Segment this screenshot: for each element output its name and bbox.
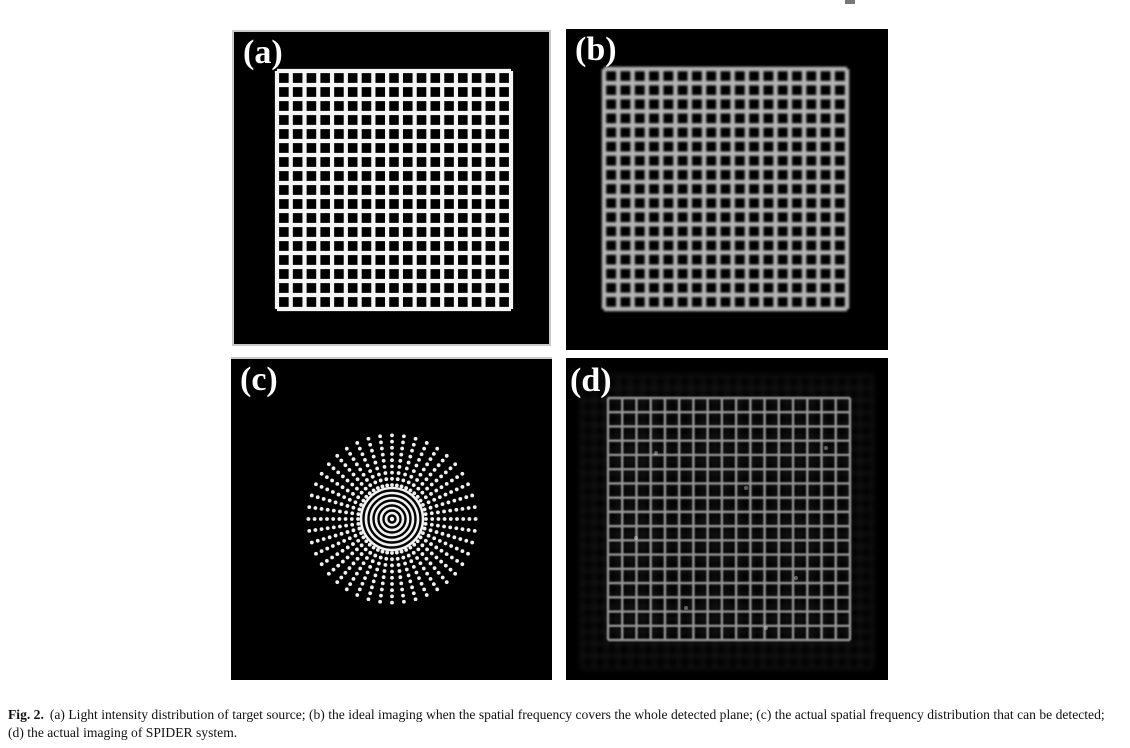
grid-pattern-blurred xyxy=(601,66,850,312)
panel-b-ideal-imaging: (b) xyxy=(566,29,888,350)
panel-a-target-source: (a) xyxy=(232,30,551,346)
panel-d-label: (d) xyxy=(570,362,612,399)
panel-b-label: (b) xyxy=(575,31,617,68)
panel-c-spatial-frequency: (c) xyxy=(231,357,552,680)
figure-caption-text: (a) Light intensity distribution of targ… xyxy=(8,707,1105,740)
figure-caption: Fig. 2. (a) Light intensity distribution … xyxy=(8,706,1118,742)
figure-caption-label: Fig. 2. xyxy=(8,707,44,722)
panel-a-label: (a) xyxy=(243,34,283,71)
top-edge-mark xyxy=(845,0,855,4)
grid-pattern-noisy xyxy=(581,375,873,669)
radial-dot-pattern xyxy=(306,433,478,605)
panel-c-label: (c) xyxy=(240,361,278,398)
grid-pattern-sharp xyxy=(274,68,514,312)
panel-d-actual-imaging: (d) xyxy=(566,358,888,680)
